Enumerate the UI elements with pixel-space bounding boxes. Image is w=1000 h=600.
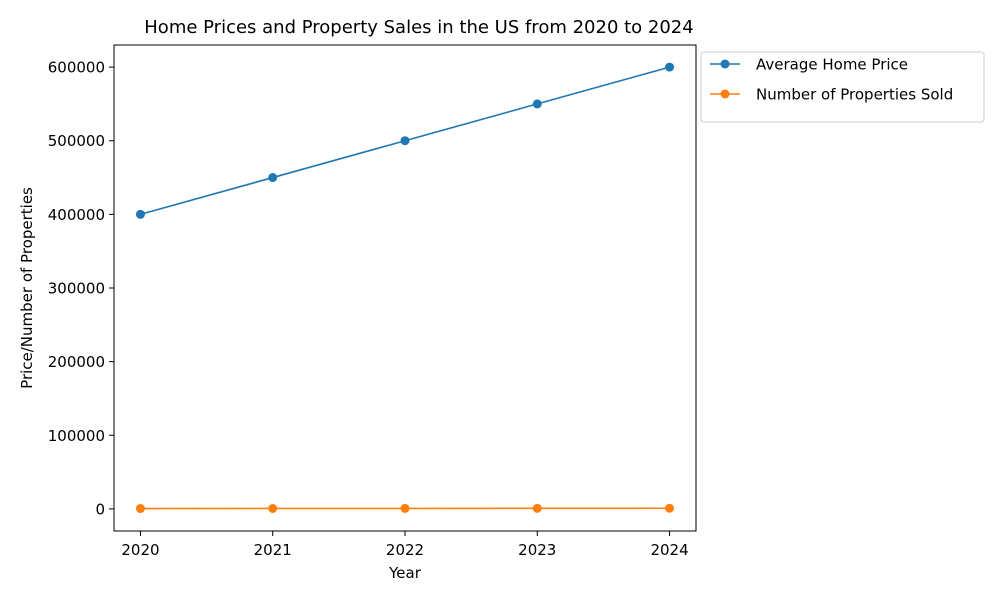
legend-swatch-marker bbox=[720, 59, 730, 69]
data-point bbox=[135, 209, 145, 219]
chart-title: Home Prices and Property Sales in the US… bbox=[144, 17, 693, 38]
legend: Average Home Price Number of Properties S… bbox=[700, 51, 985, 123]
legend-label: Number of Properties Sold bbox=[756, 86, 953, 104]
x-axis-label: Year bbox=[388, 564, 422, 582]
x-tick-label: 2020 bbox=[121, 541, 159, 559]
data-point bbox=[665, 503, 675, 513]
x-tick-label: 2024 bbox=[650, 541, 688, 559]
data-point bbox=[135, 504, 145, 514]
y-tick-label: 500000 bbox=[48, 132, 105, 150]
y-tick-label: 600000 bbox=[48, 59, 105, 77]
data-point bbox=[532, 503, 542, 513]
legend-label: Average Home Price bbox=[756, 56, 908, 74]
y-tick-label: 100000 bbox=[48, 427, 105, 445]
y-tick-label: 400000 bbox=[48, 206, 105, 224]
y-tick-label: 0 bbox=[95, 500, 105, 518]
x-tick-label: 2022 bbox=[386, 541, 424, 559]
y-tick-label: 300000 bbox=[48, 280, 105, 298]
legend-frame bbox=[700, 51, 985, 123]
x-tick-label: 2023 bbox=[518, 541, 556, 559]
y-axis-label: Price/Number of Properties bbox=[18, 187, 36, 389]
plot-area bbox=[113, 44, 697, 532]
x-tick-label: 2021 bbox=[254, 541, 292, 559]
legend-swatch-marker bbox=[720, 89, 730, 99]
data-point bbox=[268, 173, 278, 183]
y-tick-label: 200000 bbox=[48, 353, 105, 371]
data-point bbox=[532, 99, 542, 109]
data-point bbox=[400, 503, 410, 513]
data-point bbox=[665, 62, 675, 72]
data-point bbox=[268, 503, 278, 513]
data-point bbox=[400, 136, 410, 146]
